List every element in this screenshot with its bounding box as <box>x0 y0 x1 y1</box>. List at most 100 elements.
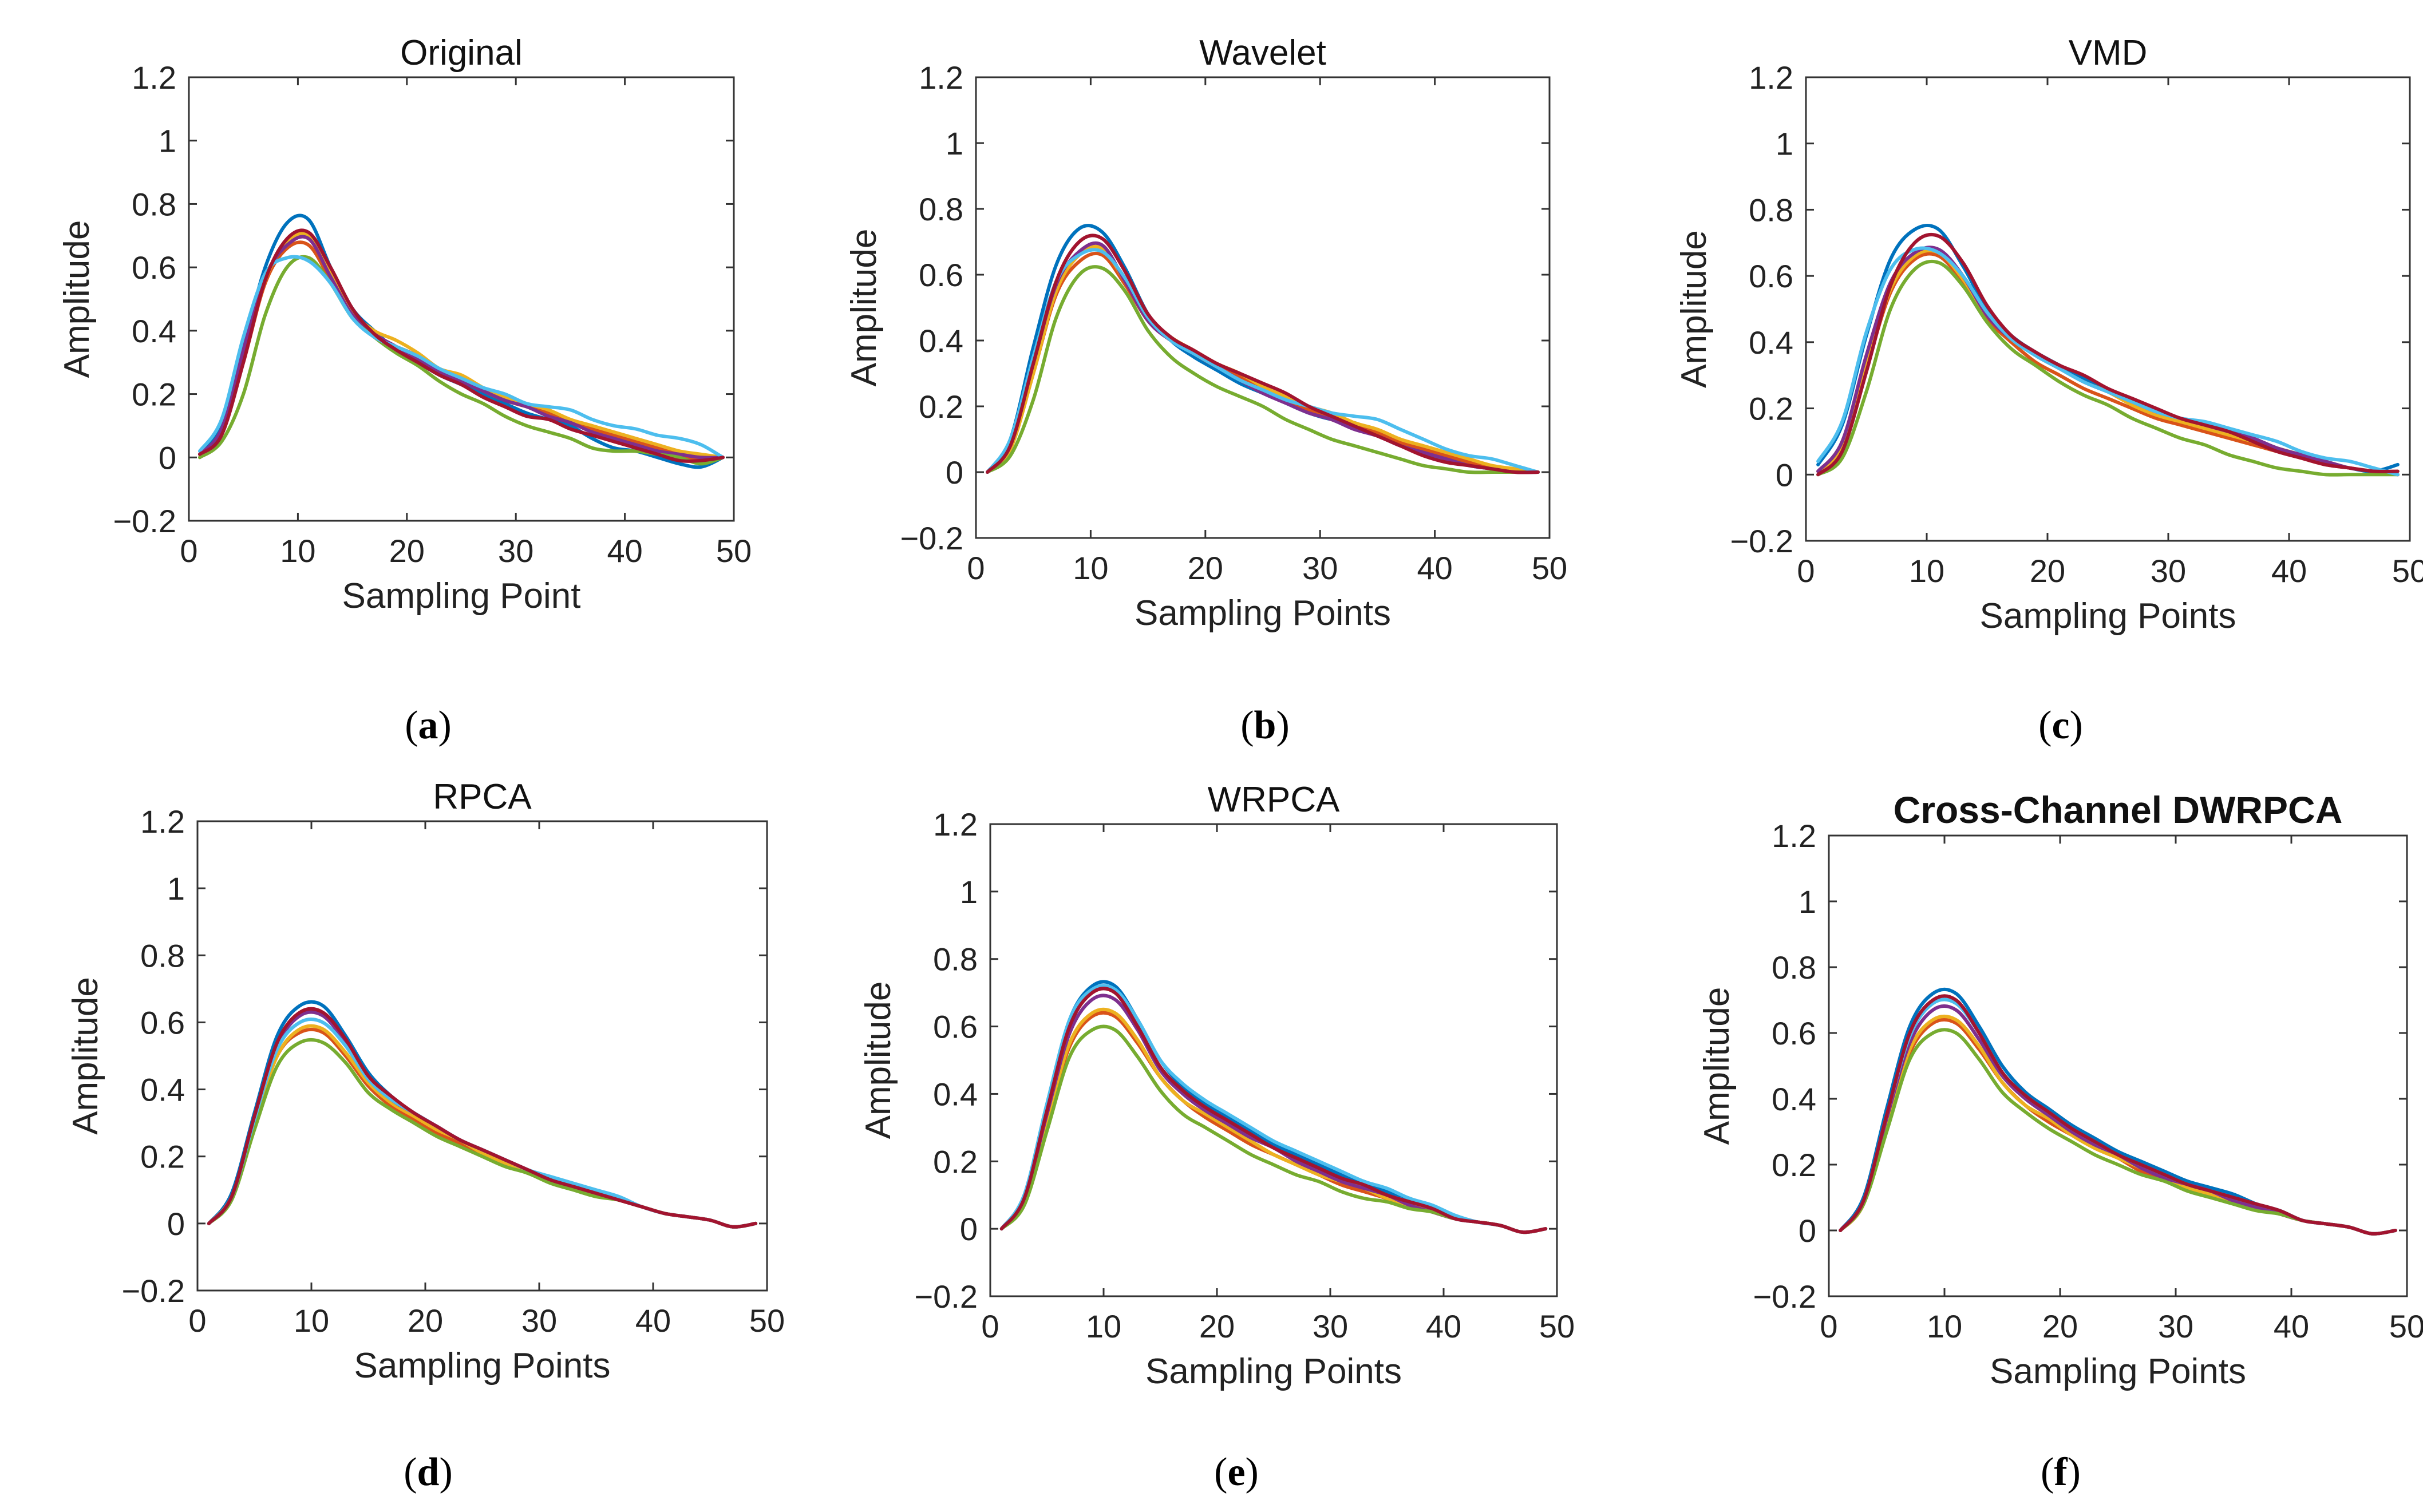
y-tick-label: 0.6 <box>933 1009 978 1045</box>
series-group <box>1839 987 2397 1236</box>
y-tick-label: −0.2 <box>121 1273 185 1309</box>
y-tick-label: 0.4 <box>919 323 963 359</box>
x-tick-label: 30 <box>1302 550 1338 586</box>
y-tick-label: 0.8 <box>919 191 963 227</box>
series-line-7 <box>1839 994 2397 1236</box>
x-tick-label: 0 <box>180 533 197 569</box>
panel-caption: (b) <box>1240 703 1290 747</box>
panel-title: Cross-Channel DWRPCA <box>1894 789 2343 831</box>
x-tick-label: 30 <box>1313 1308 1348 1344</box>
x-tick-label: 50 <box>749 1303 785 1339</box>
y-tick-label: −0.2 <box>113 503 176 539</box>
y-tick-label: 0.4 <box>933 1076 978 1112</box>
x-tick-label: 20 <box>1188 550 1223 586</box>
x-tick-label: 10 <box>280 533 315 569</box>
x-axis-label: Sampling Points <box>1135 593 1391 633</box>
panel-caption-letter: d <box>417 1450 440 1494</box>
y-tick-label: 1.2 <box>919 60 963 96</box>
panel-caption: (e) <box>1214 1450 1259 1494</box>
series-group <box>207 1000 758 1229</box>
series-line-5 <box>986 265 1540 474</box>
x-tick-label: 50 <box>1532 550 1567 586</box>
x-axis-label: Sampling Points <box>1145 1352 1402 1391</box>
x-tick-label: 10 <box>1086 1308 1121 1344</box>
x-tick-label: 40 <box>2274 1308 2309 1344</box>
panel-title: WRPCA <box>1208 780 1340 820</box>
x-tick-label: 50 <box>716 533 752 569</box>
plot-area-frame <box>1828 834 2408 1297</box>
y-tick-label: 1.2 <box>140 804 185 840</box>
x-tick-label: 20 <box>408 1303 443 1339</box>
plot-area-frame <box>975 76 1551 539</box>
series-line-5 <box>198 255 725 466</box>
y-tick-label: 0.4 <box>140 1072 185 1108</box>
y-tick-label: −0.2 <box>914 1279 978 1315</box>
series-group <box>1816 223 2400 477</box>
y-axis-label: Amplitude <box>57 220 97 378</box>
y-tick-label: 0.2 <box>1749 391 1793 427</box>
x-tick-label: 40 <box>2271 553 2307 589</box>
series-line-5 <box>1816 259 2400 477</box>
series-line-2 <box>986 251 1540 474</box>
panel-d: 0 10 20 30 40 50−0.200.20.40.60.811.2RPCASamp… <box>66 777 785 1494</box>
y-tick-label: 0 <box>159 440 176 476</box>
panel-caption: (f) <box>2041 1450 2081 1494</box>
x-tick-label: 20 <box>1199 1308 1235 1344</box>
y-tick-label: 0.8 <box>140 937 185 973</box>
x-tick-label: 30 <box>2158 1308 2193 1344</box>
panel-title: Wavelet <box>1199 33 1326 73</box>
y-axis-label: Amplitude <box>844 229 884 387</box>
y-tick-label: 0.2 <box>1772 1147 1816 1183</box>
x-tick-label: 0 <box>188 1303 206 1339</box>
y-tick-label: 0 <box>167 1206 185 1242</box>
panel-c: 0 10 20 30 40 50−0.200.20.40.60.811.2VMDSampl… <box>1674 33 2423 747</box>
y-axis-label: Amplitude <box>859 981 898 1139</box>
x-tick-label: 30 <box>498 533 533 569</box>
y-tick-label: 0.2 <box>140 1139 185 1175</box>
series-line-7 <box>999 987 1548 1234</box>
x-tick-label: 0 <box>1797 553 1815 589</box>
y-tick-label: 0 <box>960 1211 978 1247</box>
x-axis-label: Sampling Points <box>1990 1352 2246 1391</box>
y-tick-label: 0.8 <box>1772 949 1816 985</box>
series-group <box>999 980 1548 1234</box>
x-tick-label: 50 <box>2389 1308 2423 1344</box>
panel-caption: (c) <box>2038 703 2083 747</box>
y-tick-label: 1 <box>946 125 963 161</box>
x-axis-label: Sampling Points <box>1979 596 2236 636</box>
y-tick-label: 0 <box>946 454 963 490</box>
y-tick-label: 0.6 <box>132 250 176 286</box>
x-tick-label: 40 <box>607 533 642 569</box>
panel-caption: (d) <box>404 1450 453 1494</box>
plot-area-frame <box>196 820 768 1292</box>
y-axis-label: Amplitude <box>1674 230 1714 388</box>
y-tick-label: 0.6 <box>919 257 963 293</box>
x-tick-label: 10 <box>1927 1308 1962 1344</box>
y-tick-label: 1.2 <box>933 806 978 842</box>
x-tick-label: 0 <box>1820 1308 1837 1344</box>
panel-e: 0 10 20 30 40 50−0.200.20.40.60.811.2WRPCASam… <box>859 780 1575 1494</box>
panel-b: 0 10 20 30 40 50−0.200.20.40.60.811.2WaveletS… <box>844 33 1567 747</box>
x-tick-label: 0 <box>967 550 985 586</box>
panel-caption-letter: a <box>418 703 438 747</box>
x-tick-label: 20 <box>389 533 425 569</box>
y-tick-label: 0 <box>1776 457 1793 493</box>
panel-caption-letter: b <box>1254 703 1276 747</box>
x-tick-label: 20 <box>2042 1308 2078 1344</box>
x-tick-label: 40 <box>1417 550 1452 586</box>
y-tick-label: −0.2 <box>1753 1279 1816 1315</box>
y-tick-label: 1.2 <box>1772 818 1816 854</box>
series-group <box>986 224 1540 474</box>
y-tick-label: 1.2 <box>1749 60 1793 96</box>
series-line-6 <box>1816 246 2400 477</box>
y-tick-label: 0.6 <box>1749 258 1793 294</box>
plot-area-frame <box>989 823 1558 1297</box>
y-tick-label: −0.2 <box>1730 523 1793 559</box>
panel-title: VMD <box>2069 33 2148 73</box>
x-axis-label: Sampling Point <box>342 576 580 616</box>
y-tick-label: 1 <box>1776 126 1793 162</box>
y-tick-label: 0.4 <box>1772 1081 1816 1117</box>
y-tick-label: 1 <box>960 874 978 910</box>
panel-f: 0 10 20 30 40 50−0.200.20.40.60.811.2Cross-Ch… <box>1697 789 2423 1494</box>
